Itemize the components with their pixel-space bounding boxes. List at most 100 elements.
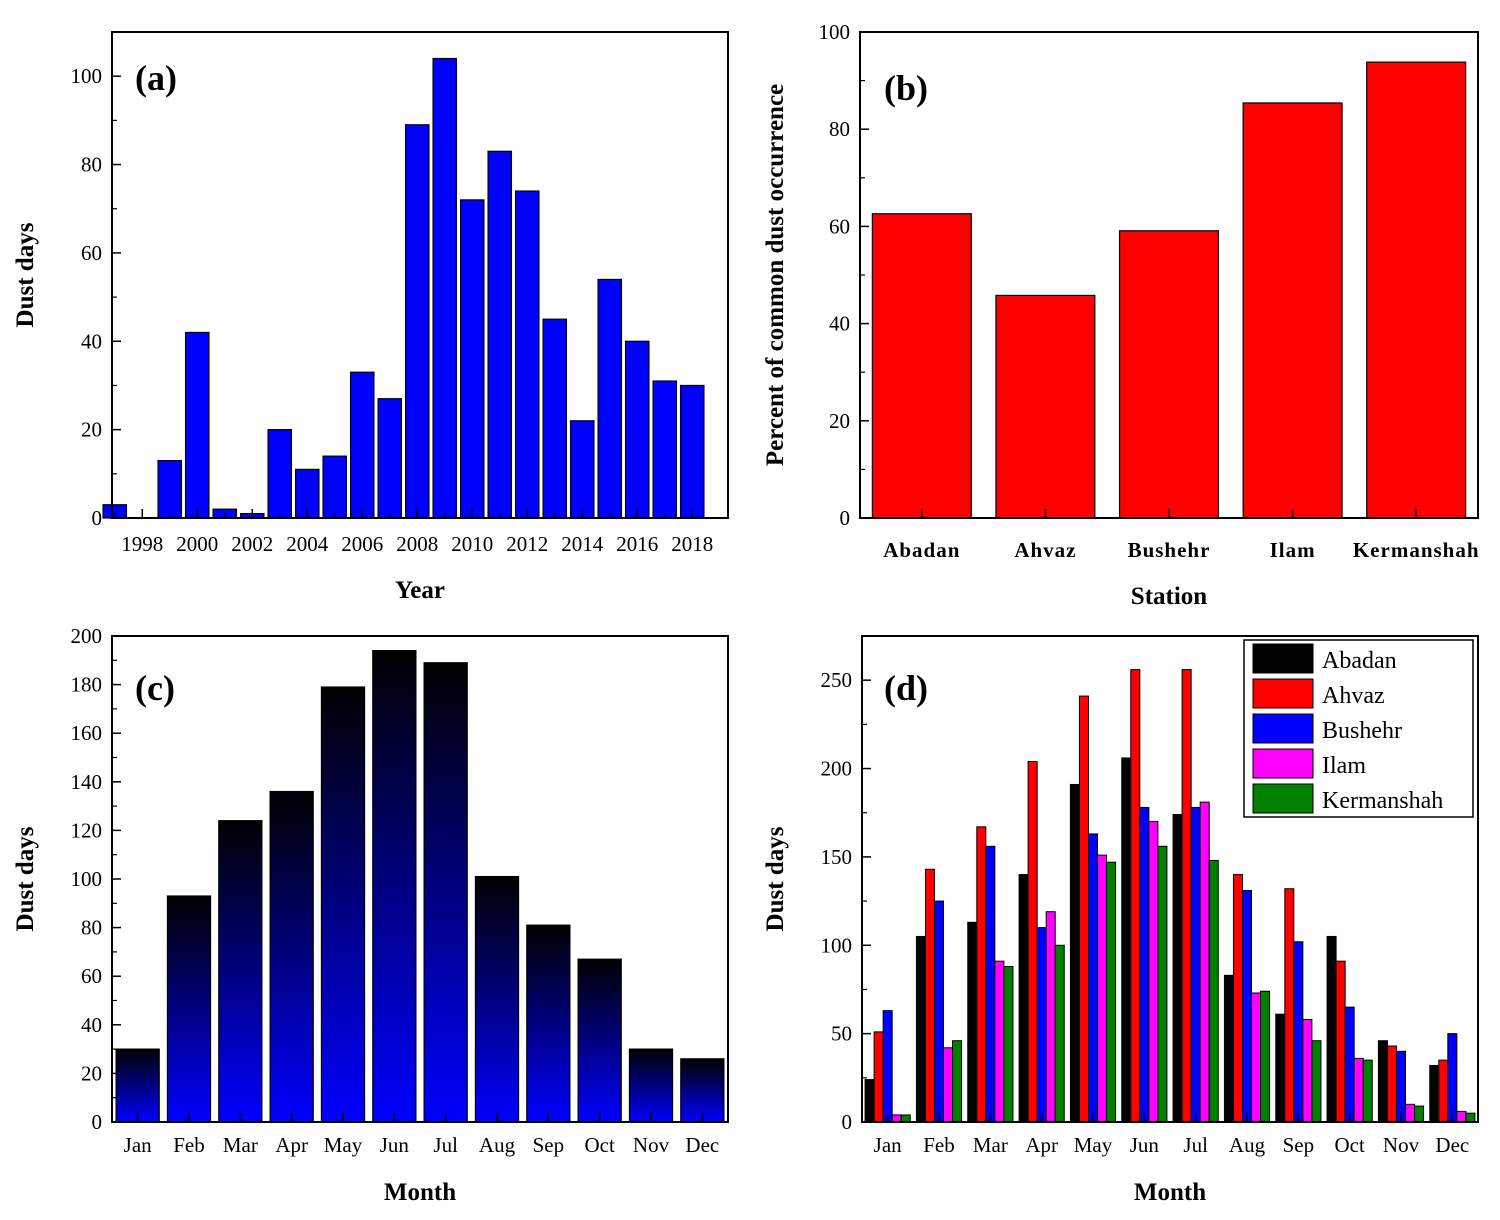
y-tick-label: 60	[81, 964, 102, 988]
bar-ilam-aug	[1251, 992, 1262, 1123]
x-tick-label: 1998	[121, 532, 163, 556]
bar-bushehr-apr	[1036, 927, 1047, 1123]
legend-swatch-ilam	[1252, 748, 1314, 779]
panel-label: (d)	[884, 668, 928, 708]
panel-label: (c)	[135, 668, 175, 708]
bar-ahvaz-nov	[1386, 1045, 1397, 1123]
legend-swatch-kermanshah	[1252, 783, 1314, 814]
y-tick-label: 20	[829, 409, 850, 433]
bar-2011	[487, 150, 513, 519]
bar-dec	[680, 1058, 725, 1123]
bar-sep	[526, 924, 571, 1123]
bar-ilam-sep	[1302, 1018, 1313, 1123]
y-axis-label: Percent of common dust occurrence	[762, 84, 789, 466]
bar-ahvaz-feb	[924, 868, 935, 1123]
x-tick-label: Aug	[479, 1133, 516, 1157]
bar-kermanshah-apr	[1054, 944, 1065, 1123]
bar-abadan-aug	[1223, 974, 1234, 1123]
bar-abadan-sep	[1275, 1013, 1286, 1123]
bar-2010	[459, 199, 485, 519]
x-axis-label: Year	[395, 577, 445, 604]
x-tick-label: 2012	[506, 532, 548, 556]
legend-swatch-ahvaz	[1252, 678, 1314, 709]
x-axis-label: Month	[384, 1179, 456, 1206]
x-tick-label: Sep	[1283, 1133, 1315, 1157]
bar-2014	[569, 420, 595, 519]
x-tick-label: Ahvaz	[1014, 538, 1076, 562]
x-tick-label: Aug	[1229, 1133, 1266, 1157]
bar-kermanshah-sep	[1311, 1040, 1322, 1123]
y-tick-label: 250	[821, 668, 853, 692]
x-tick-label: Oct	[585, 1133, 615, 1157]
y-tick-label: 40	[829, 312, 850, 336]
y-tick-label: 100	[71, 867, 103, 891]
bar-bushehr-sep	[1293, 941, 1304, 1123]
x-tick-label: 2018	[671, 532, 713, 556]
y-tick-label: 180	[71, 673, 103, 697]
bar-feb	[166, 895, 212, 1123]
x-tick-label: Nov	[1383, 1133, 1420, 1157]
bar-bushehr-dec	[1447, 1033, 1458, 1123]
bar-kermanshah-may	[1106, 861, 1117, 1123]
x-tick-label: Feb	[923, 1133, 955, 1157]
bar-2000	[184, 331, 210, 519]
bar-ilam	[1242, 102, 1343, 519]
plot-frame	[111, 31, 729, 519]
bar-kermanshah-aug	[1260, 990, 1271, 1123]
bar-2013	[542, 318, 568, 519]
bar-ilam-oct	[1353, 1057, 1364, 1123]
panel-b-common-dust-by-station: 0 20 40 60 80 100 Station Percent of common dus…	[762, 20, 1480, 610]
panel-a-dust-days-by-year: 0 20 40 60 80 100 Year Dust days (a) 1998 2000 2002…	[12, 31, 729, 604]
bar-2008	[404, 124, 430, 519]
bar-apr	[269, 790, 314, 1123]
panel-label: (b)	[884, 68, 928, 108]
bar-ilam-jul	[1199, 801, 1210, 1123]
bar-2016	[624, 340, 650, 519]
bar-bushehr-aug	[1241, 889, 1253, 1123]
x-tick-label: Bushehr	[1128, 538, 1211, 562]
bar-ahvaz-oct	[1335, 960, 1346, 1123]
x-tick-label: Apr	[275, 1133, 308, 1157]
x-tick-label: 2010	[451, 532, 493, 556]
x-tick-label: Nov	[633, 1133, 670, 1157]
bar-2015	[597, 278, 623, 519]
bar-ahvaz-may	[1078, 695, 1089, 1123]
y-axis-label: Dust days	[12, 222, 39, 327]
bar-2005	[322, 455, 348, 519]
x-tick-label: Jun	[380, 1133, 410, 1157]
bar-jun	[372, 649, 417, 1123]
plot-frame	[111, 635, 729, 1123]
x-tick-label: Oct	[1335, 1133, 1365, 1157]
bar-ilam-apr	[1045, 911, 1056, 1123]
x-tick-label: Kermanshah	[1353, 538, 1480, 562]
plot-frame	[861, 635, 1479, 1123]
bar-ilam-feb	[943, 1047, 954, 1123]
bar-abadan-jun	[1121, 757, 1132, 1123]
y-tick-label: 140	[71, 770, 103, 794]
x-tick-label: Jan	[124, 1133, 152, 1157]
bar-kermanshah-jan	[900, 1114, 911, 1123]
y-tick-label: 50	[831, 1022, 852, 1046]
bar-abadan-jan	[864, 1079, 875, 1123]
legend-label: Ahvaz	[1322, 683, 1385, 709]
bar-2007	[377, 398, 403, 519]
y-tick-label: 150	[821, 845, 853, 869]
bar-abadan	[871, 213, 972, 519]
legend-swatch-bushehr	[1252, 713, 1314, 744]
y-tick-label: 80	[829, 117, 850, 141]
bar-jan	[115, 1048, 160, 1123]
x-tick-label: 2014	[561, 532, 604, 556]
legend: Abadan Ahvaz Bushehr Ilam Kermanshah	[1243, 639, 1474, 818]
bar-abadan-feb	[915, 935, 926, 1123]
x-tick-label: Mar	[223, 1133, 258, 1157]
bar-bushehr-may	[1087, 833, 1099, 1123]
x-tick-label: Sep	[533, 1133, 565, 1157]
bar-bushehr-jan	[882, 1010, 893, 1123]
x-tick-label: Dec	[685, 1133, 719, 1157]
bar-kermanshah-feb	[952, 1040, 963, 1123]
bar-ahvaz-dec	[1438, 1059, 1449, 1123]
bar-2003	[267, 429, 293, 519]
bar-2017	[652, 380, 678, 519]
bar-kermanshah	[1366, 61, 1467, 519]
x-tick-label: Feb	[173, 1133, 205, 1157]
